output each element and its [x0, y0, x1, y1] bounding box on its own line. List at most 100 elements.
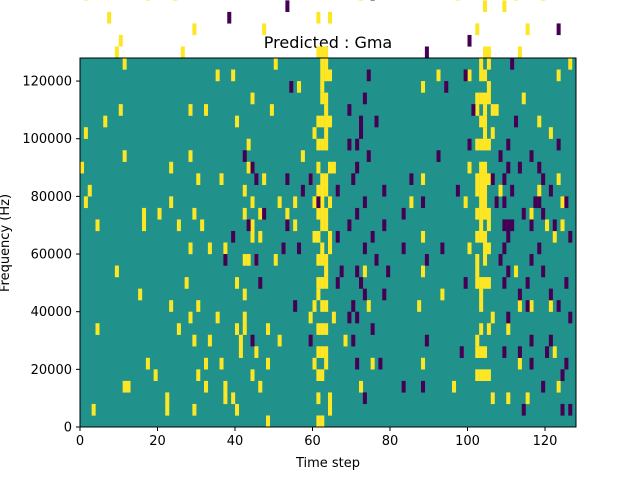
heatmap-cell-negative — [382, 184, 387, 197]
heatmap-cell-positive — [529, 300, 534, 312]
heatmap-cell-negative — [459, 346, 464, 358]
heatmap-cell-positive — [324, 46, 329, 59]
heatmap-cell-positive — [494, 104, 499, 116]
heatmap-cell-negative — [370, 230, 375, 243]
y-tick-label: 80000 — [31, 190, 72, 205]
x-tick-label: 60 — [304, 434, 321, 449]
heatmap-cell-negative — [424, 46, 429, 59]
heatmap-cell-negative — [254, 254, 259, 266]
heatmap-cell-negative — [335, 277, 340, 289]
heatmap-cell-positive — [324, 58, 329, 70]
heatmap-cell-positive — [324, 300, 329, 312]
heatmap-cell-positive — [250, 196, 255, 209]
heatmap-cell-positive — [316, 115, 321, 128]
heatmap-cell-positive — [122, 150, 127, 162]
heatmap-cell-negative — [552, 219, 557, 232]
heatmap-cell-positive — [486, 81, 491, 93]
heatmap-cell-positive — [324, 265, 329, 278]
heatmap-cell-positive — [490, 104, 495, 116]
heatmap-cell-negative — [467, 34, 472, 47]
heatmap-cell-positive — [560, 219, 565, 232]
heatmap-cell-positive — [421, 357, 426, 370]
heatmap-cell-positive — [417, 300, 422, 312]
heatmap-cell-negative — [355, 138, 360, 151]
heatmap-cell-positive — [525, 392, 530, 405]
plot-frame — [79, 57, 577, 428]
heatmap-cell-positive — [328, 115, 333, 128]
heatmap-cell-negative — [510, 219, 515, 232]
heatmap-cell-negative — [362, 196, 367, 209]
heatmap-cell-positive — [114, 265, 119, 278]
heatmap-cell-negative — [347, 311, 352, 324]
heatmap-cell-positive — [475, 92, 480, 105]
heatmap-cell-positive — [320, 81, 325, 93]
heatmap-cell-negative — [537, 161, 542, 174]
heatmap-cell-negative — [246, 219, 251, 232]
heatmap-cell-positive — [320, 115, 325, 128]
heatmap-cell-positive — [475, 334, 480, 347]
heatmap-cell-negative — [231, 230, 236, 243]
heatmap-cell-positive — [246, 138, 251, 151]
heatmap-cell-positive — [316, 254, 321, 266]
heatmap-cell-positive — [316, 11, 321, 24]
heatmap-cell-positive — [331, 311, 336, 324]
heatmap-cell-positive — [479, 300, 484, 312]
heatmap-cell-positive — [192, 334, 197, 347]
heatmap-cell-positive — [529, 207, 534, 220]
heatmap-cell-positive — [312, 127, 317, 139]
heatmap-cell-positive — [483, 127, 488, 139]
heatmap-cell-negative — [506, 230, 511, 243]
heatmap-cell-negative — [362, 392, 367, 405]
heatmap-cell-positive — [483, 173, 488, 185]
heatmap-cell-positive — [231, 392, 236, 405]
heatmap-cell-positive — [242, 207, 247, 220]
heatmap-cell-positive — [483, 161, 488, 174]
heatmap-cell-positive — [316, 207, 321, 220]
heatmap-cell-positive — [479, 184, 484, 197]
heatmap-cell-negative — [517, 161, 522, 174]
heatmap-cell-negative — [506, 311, 511, 324]
heatmap-cell-negative — [300, 184, 305, 197]
heatmap-cell-positive — [192, 23, 197, 36]
heatmap-cell-negative — [568, 403, 573, 416]
heatmap-cell-positive — [153, 369, 158, 382]
heatmap-cell-positive — [293, 196, 298, 209]
heatmap-cell-positive — [537, 184, 542, 197]
heatmap-cell-negative — [529, 254, 534, 266]
heatmap-cell-negative — [541, 207, 546, 220]
heatmap-cell-negative — [421, 380, 426, 393]
heatmap-cell-positive — [479, 92, 484, 105]
heatmap-cell-positive — [312, 357, 317, 370]
heatmap-cell-positive — [506, 392, 511, 405]
heatmap-cell-positive — [479, 369, 484, 382]
heatmap-cell-negative — [471, 104, 476, 116]
heatmap-cell-positive — [277, 196, 282, 209]
heatmap-cell-positive — [235, 277, 240, 289]
heatmap-cell-negative — [347, 219, 352, 232]
heatmap-cell-positive — [324, 219, 329, 232]
heatmap-cell-negative — [250, 334, 255, 347]
heatmap-cell-positive — [200, 219, 205, 232]
heatmap-cell-negative — [490, 173, 495, 185]
heatmap-cell-negative — [424, 254, 429, 266]
heatmap-cell-positive — [486, 369, 491, 382]
heatmap-cell-positive — [490, 127, 495, 139]
heatmap-cell-negative — [455, 184, 460, 197]
heatmap-cell-positive — [114, 46, 119, 59]
heatmap-cell-negative — [285, 219, 290, 232]
heatmap-cell-positive — [188, 150, 193, 162]
heatmap-cell-positive — [475, 138, 480, 151]
heatmap-cell-positive — [165, 403, 170, 416]
heatmap-cell-positive — [192, 207, 197, 220]
heatmap-cell-positive — [219, 357, 224, 370]
heatmap-cell-positive — [122, 380, 127, 393]
heatmap-cell-negative — [537, 196, 542, 209]
heatmap-cell-positive — [479, 230, 484, 243]
heatmap-cell-negative — [362, 242, 367, 255]
heatmap-cell-positive — [223, 392, 228, 405]
heatmap-cell-negative — [421, 196, 426, 209]
heatmap-cell-negative — [556, 23, 561, 36]
heatmap-cell-negative — [335, 230, 340, 243]
heatmap-cell-negative — [506, 265, 511, 278]
heatmap-cell-positive — [421, 173, 426, 185]
